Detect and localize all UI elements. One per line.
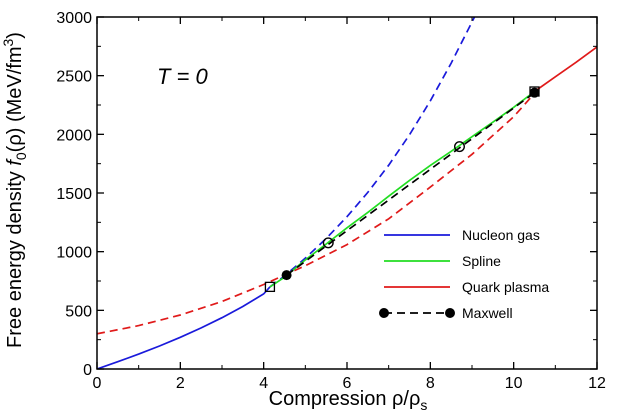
y-axis-title: Free energy density f0(ρ) (MeV/fm3) (0, 32, 29, 348)
filled-circle-marker-2 (529, 87, 540, 98)
x-axis-title-sub: s (420, 397, 427, 413)
legend-marker-right (445, 308, 455, 318)
y-tick-label: 500 (65, 303, 92, 320)
y-axis-title-arg: (ρ) (4, 128, 26, 153)
x-tick-label: 6 (343, 375, 352, 392)
y-tick-label: 0 (83, 362, 92, 379)
y-axis-title-f: f (4, 158, 26, 166)
y-axis-title-unit-close: ) (4, 32, 26, 39)
marker-layer (264, 86, 540, 293)
series-line-spline (269, 90, 536, 288)
open-circle-marker-2 (454, 141, 466, 153)
series-line-nucleon-gas (97, 286, 271, 369)
tick-layer: 0 2 4 6 8 10 12 0 500 1000 1500 2000 2500 3000 (56, 10, 606, 392)
open-circle-marker-1 (322, 237, 334, 249)
series-line-maxwell (286, 92, 536, 276)
x-axis-title: Compression ρ/ρs (269, 388, 428, 413)
x-axis-title-main: Compression ρ/ρ (269, 388, 421, 410)
open-square-marker-1 (264, 281, 276, 293)
series-line-nucleon-gas-extrapolated (269, 17, 476, 288)
y-axis-title-f-sub: 0 (13, 152, 29, 160)
x-tick-label: 4 (259, 375, 268, 392)
temperature-annotation: T = 0 (157, 64, 209, 89)
y-axis-title-main: Free energy density (4, 171, 26, 348)
series-line-quark-plasma-extrapolated (97, 92, 536, 335)
legend-label-spline: Spline (462, 253, 501, 269)
y-tick-label: 3000 (56, 10, 92, 27)
legend-label-maxwell: Maxwell (462, 305, 513, 321)
legend-label-nucleon-gas: Nucleon gas (462, 227, 540, 243)
y-tick-label: 1000 (56, 245, 92, 262)
filled-circle-marker-1 (281, 270, 292, 281)
x-tick-label: 0 (93, 375, 102, 392)
x-tick-label: 10 (505, 375, 523, 392)
x-tick-label: 12 (588, 375, 606, 392)
y-axis-title-unit-sup: 3 (0, 38, 16, 46)
x-tick-label: 2 (176, 375, 185, 392)
y-tick-label: 2500 (56, 69, 92, 86)
y-axis-title-unit: (MeV/fm (4, 46, 26, 122)
x-tick-label: 8 (426, 375, 435, 392)
y-tick-label: 2000 (56, 127, 92, 144)
legend: Nucleon gas Spline Quark plasma Maxwell (379, 227, 549, 321)
series-layer (97, 17, 597, 369)
series-line-quark-plasma (534, 46, 597, 93)
legend-marker-left (379, 308, 389, 318)
legend-label-quark-plasma: Quark plasma (462, 279, 549, 295)
y-tick-label: 1500 (56, 186, 92, 203)
